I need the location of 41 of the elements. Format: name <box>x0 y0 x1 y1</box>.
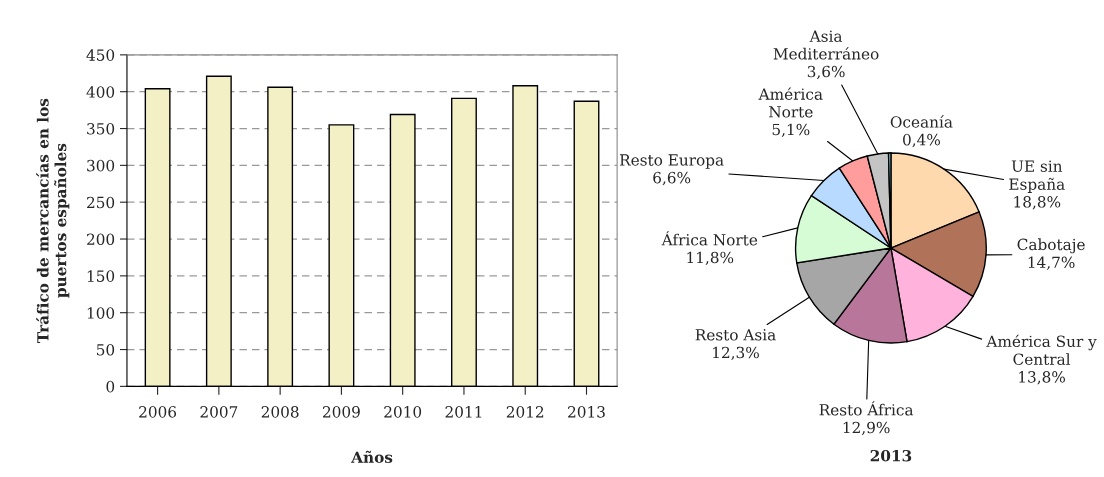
slice-label: Resto África <box>819 401 914 416</box>
y-tick-label: 300 <box>87 159 115 172</box>
text: 2013 <box>870 449 912 462</box>
data-label: 14,7% <box>1028 256 1075 270</box>
y-tick-label: 0 <box>106 380 115 393</box>
y-tick-label: 250 <box>87 196 115 209</box>
slice-label: Cabotaje <box>1017 238 1085 254</box>
y-tick-label: 200 <box>87 233 115 246</box>
y-tick-label: 50 <box>97 344 115 356</box>
slice-label: América Sur y Central <box>986 334 1097 365</box>
x-tick-label: 2007 <box>200 406 238 418</box>
y-tick-label: 150 <box>87 270 115 282</box>
x-tick-label: 2009 <box>323 406 360 418</box>
x-tick-label: 2011 <box>445 406 482 418</box>
y-tick-label: 450 <box>86 49 115 61</box>
y-tick-label: 350 <box>87 122 115 135</box>
x-tick-label: 2010 <box>384 406 422 418</box>
y-tick-label: 100 <box>87 307 115 319</box>
slice-label: UE sin España <box>1009 160 1065 193</box>
x-tick-label: 2008 <box>261 406 299 418</box>
slice-label: América Norte <box>758 87 823 118</box>
x-tick-label: 2006 <box>139 406 177 418</box>
data-label: 11,8% <box>687 251 734 266</box>
y-axis-title: Tráfico de mercancías en los puertos españoles <box>36 98 70 343</box>
data-label: 12,9% <box>843 421 890 436</box>
x-tick-label: 2013 <box>568 406 605 418</box>
slice-label: Resto Asia <box>695 329 776 341</box>
x-axis-title: Años <box>351 450 393 463</box>
data-label: 3,6% <box>807 65 845 80</box>
slice-label: Resto Europa <box>620 154 724 169</box>
y-tick-label: 400 <box>86 86 115 98</box>
x-tick-label: 2012 <box>506 406 544 418</box>
data-label: 5,1% <box>772 123 810 138</box>
slice-label: Oceanía <box>890 115 953 128</box>
slice-label: Asia Mediterráneo <box>773 30 879 60</box>
slice-label: África Norte <box>661 231 758 246</box>
data-label: 0,4% <box>903 133 940 148</box>
data-label: 12,3% <box>713 346 759 361</box>
data-label: 18,8% <box>1014 196 1061 210</box>
data-label: 6,6% <box>653 171 691 186</box>
data-label: 13,8% <box>1019 371 1065 385</box>
